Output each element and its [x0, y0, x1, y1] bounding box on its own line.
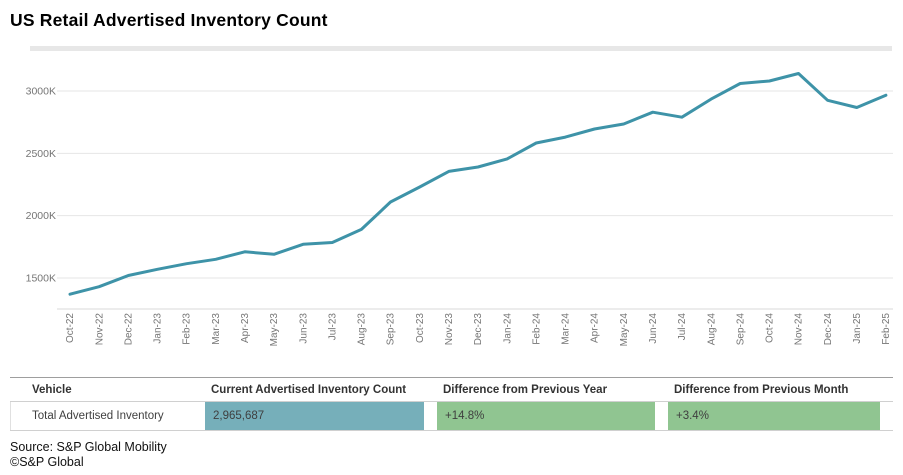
- x-axis-tick-label: Sep-24: [735, 313, 746, 346]
- x-axis-tick-label: Sep-23: [386, 313, 397, 346]
- x-axis-tick-label: Oct-24: [765, 313, 776, 343]
- x-axis-tick-label: May-24: [619, 313, 630, 347]
- col-header-count: Current Advertised Inventory Count: [211, 384, 407, 396]
- x-axis-tick-label: Nov-23: [444, 313, 455, 346]
- y-axis-tick-label: 3000K: [26, 86, 56, 98]
- table-header-row: Vehicle Current Advertised Inventory Cou…: [10, 378, 893, 402]
- footer: Source: S&P Global Mobility ©S&P Global: [10, 440, 903, 470]
- x-axis-tick-label: Jan-25: [852, 313, 863, 344]
- source-text: Source: S&P Global Mobility: [10, 440, 167, 454]
- x-axis-tick-label: Nov-24: [794, 313, 805, 346]
- title-separator: [30, 46, 892, 51]
- vehicle-cell: Total Advertised Inventory: [10, 402, 205, 430]
- x-axis-tick-label: Aug-23: [357, 313, 368, 346]
- x-axis-tick-label: Feb-24: [531, 313, 542, 345]
- y-axis-tick-label: 2500K: [26, 148, 56, 160]
- y-axis-tick-label: 2000K: [26, 210, 56, 222]
- col-header-vehicle: Vehicle: [32, 384, 72, 396]
- x-axis-tick-label: Oct-23: [415, 313, 426, 343]
- x-axis-tick-label: Mar-24: [561, 313, 572, 345]
- col-header-diff-year: Difference from Previous Year: [443, 384, 608, 396]
- count-cell: 2,965,687: [205, 402, 424, 430]
- x-axis-tick-label: Jan-23: [153, 313, 164, 344]
- inventory-series-line: [68, 72, 888, 296]
- page-title: US Retail Advertised Inventory Count: [10, 10, 328, 30]
- x-axis-tick-label: Jun-23: [298, 313, 309, 344]
- inventory-line-chart: 1500K 2000K 2500K 3000K Oct-22 Nov-22 Dec-22 Ja…: [26, 72, 893, 347]
- x-axis-tick-label: Dec-24: [823, 313, 834, 346]
- x-axis-tick-label: Dec-23: [473, 313, 484, 346]
- copyright-text: ©S&P Global: [10, 455, 84, 469]
- x-axis-tick-label: Nov-22: [94, 313, 105, 346]
- x-axis-tick-label: Jul-23: [327, 313, 338, 341]
- x-axis-tick-label: Apr-24: [590, 313, 601, 343]
- x-axis-tick-label: Feb-25: [881, 313, 892, 345]
- diff-year-cell: +14.8%: [437, 402, 655, 430]
- x-axis-tick-label: Jun-24: [648, 313, 659, 344]
- table-row: Total Advertised Inventory 2,965,687 +14…: [10, 402, 893, 431]
- x-axis-tick-label: Aug-24: [706, 313, 717, 346]
- x-axis-tick-label: Jan-24: [502, 313, 513, 344]
- y-axis-tick-label: 1500K: [26, 273, 56, 285]
- x-axis-tick-label: Oct-22: [65, 313, 76, 343]
- x-axis-tick-label: Feb-23: [182, 313, 193, 345]
- summary-table: Vehicle Current Advertised Inventory Cou…: [10, 377, 893, 431]
- col-header-diff-month: Difference from Previous Month: [674, 384, 849, 396]
- diff-month-cell: +3.4%: [668, 402, 880, 430]
- x-axis-tick-label: May-23: [269, 313, 280, 347]
- x-axis-tick-label: Apr-23: [240, 313, 251, 343]
- x-axis-tick-label: Dec-22: [123, 313, 134, 346]
- chart-area: 1500K 2000K 2500K 3000K Oct-22 Nov-22 Dec-22 Ja…: [0, 51, 903, 377]
- x-axis-tick-label: Jul-24: [677, 313, 688, 341]
- x-axis-tick-label: Mar-23: [211, 313, 222, 345]
